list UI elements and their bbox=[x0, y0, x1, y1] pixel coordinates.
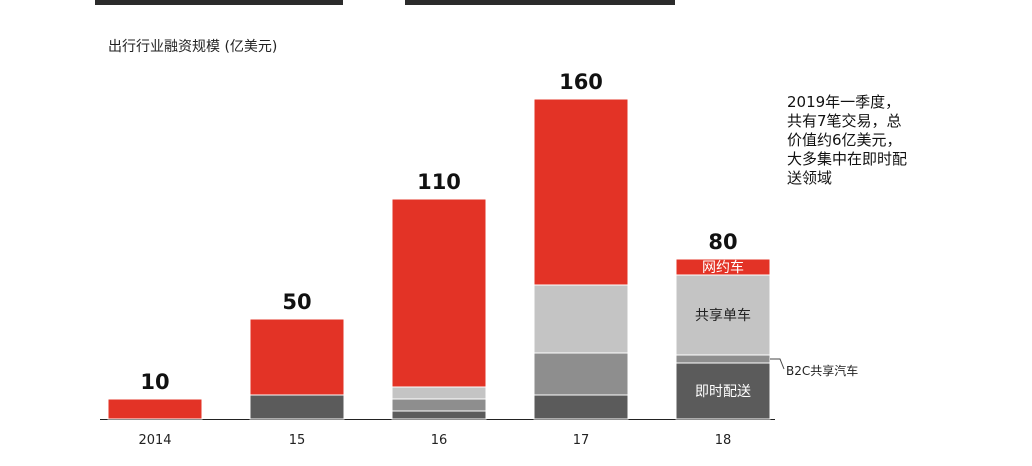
bar-segment-网约车 bbox=[249, 318, 345, 396]
data-label-total: 10 bbox=[140, 370, 169, 394]
in-bar-label: 网约车 bbox=[702, 259, 744, 276]
in-bar-label: 即时配送 bbox=[695, 384, 751, 400]
bar-segment-网约车 bbox=[391, 198, 487, 388]
bar-segment-即时配送 bbox=[675, 362, 771, 420]
in-bar-label: 共享单车 bbox=[695, 307, 751, 324]
data-label-total: 160 bbox=[559, 70, 603, 94]
bar-segment-网约车 bbox=[675, 258, 771, 276]
bar-segment-即时配送 bbox=[249, 394, 345, 420]
bar-segment-B2C共享汽车 bbox=[675, 354, 771, 364]
annotation-line: 大多集中在即时配 bbox=[787, 150, 908, 168]
data-label-total: 110 bbox=[417, 170, 461, 194]
callout-leader-line bbox=[770, 358, 785, 370]
annotation-line: 送领域 bbox=[787, 169, 833, 187]
top-decorative-strip bbox=[0, 0, 1032, 6]
x-tick-label: 18 bbox=[715, 433, 732, 448]
callout-label: B2C共享汽车 bbox=[786, 363, 858, 378]
annotation-line: 共有7笔交易，总 bbox=[787, 112, 902, 130]
bar-segment-网约车 bbox=[533, 98, 629, 286]
chart-title: 出行行业融资规模 (亿美元) bbox=[108, 39, 278, 55]
bar-segment-即时配送 bbox=[533, 394, 629, 420]
data-label-total: 50 bbox=[282, 290, 311, 314]
bar-segment-网约车 bbox=[107, 398, 203, 420]
annotation-line: 2019年一季度， bbox=[787, 93, 901, 111]
bar-segment-共享单车 bbox=[675, 274, 771, 356]
bar-segment-B2C共享汽车 bbox=[391, 398, 487, 412]
bar-segment-即时配送 bbox=[391, 410, 487, 420]
bar-segment-共享单车 bbox=[391, 386, 487, 400]
annotation-text: 2019年一季度， 共有7笔交易，总 价值约6亿美元， 大多集中在即时配 送领域 bbox=[787, 93, 937, 188]
x-tick-label: 2014 bbox=[138, 433, 171, 448]
x-tick-label: 16 bbox=[431, 433, 448, 448]
x-tick-label: 17 bbox=[573, 433, 590, 448]
x-tick-label: 15 bbox=[289, 433, 306, 448]
data-label-total: 80 bbox=[708, 230, 737, 254]
bar-segment-B2C共享汽车 bbox=[533, 352, 629, 396]
bar-segment-共享单车 bbox=[533, 284, 629, 354]
annotation-line: 价值约6亿美元， bbox=[787, 131, 902, 149]
